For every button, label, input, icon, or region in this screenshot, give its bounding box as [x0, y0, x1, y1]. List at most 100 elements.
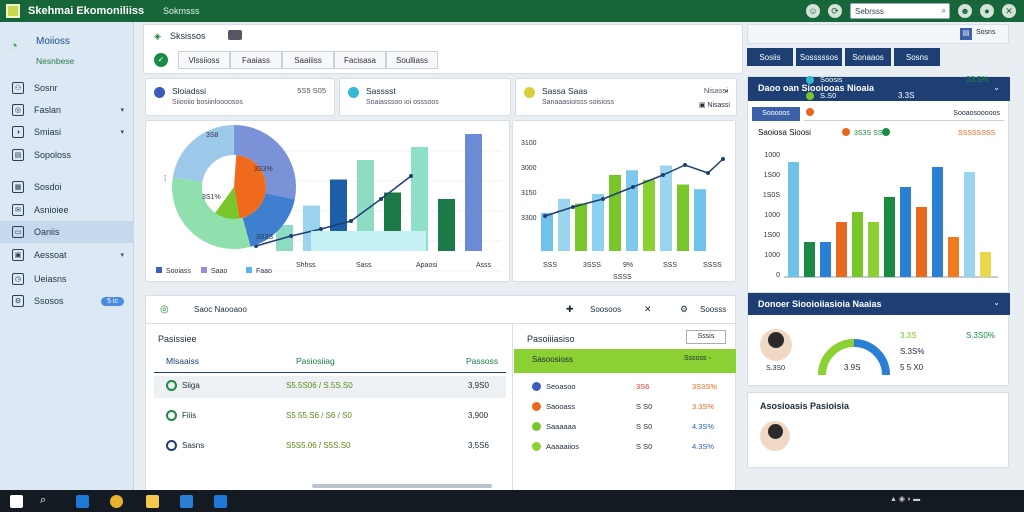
legend-label: Sooiass: [166, 268, 191, 275]
right-tab-3[interactable]: Sosns: [894, 48, 940, 66]
kpi-title: Sasssst: [366, 86, 396, 96]
trend-point: [319, 227, 323, 231]
trend-point: [379, 197, 383, 201]
close-icon[interactable]: ✕: [1002, 4, 1016, 18]
tab-0[interactable]: Vlssiioss: [178, 51, 230, 69]
legend-dot: [532, 402, 541, 411]
tab-4[interactable]: Soulliass: [386, 51, 438, 69]
browser-icon[interactable]: [76, 495, 89, 508]
sidebar-item-3[interactable]: ▤ Sopoloss: [0, 144, 134, 166]
settings-icon: ⚙: [680, 304, 689, 314]
avatar[interactable]: ☺: [806, 4, 820, 18]
search-icon: ⌕: [941, 6, 946, 15]
export-label[interactable]: Sosns: [976, 29, 996, 36]
bar: [948, 237, 959, 277]
search-icon[interactable]: ⌕: [40, 494, 47, 506]
sidebar-item-1[interactable]: ◎ Faslan ▾: [0, 99, 134, 121]
legend-dot: [532, 442, 541, 451]
chrome-icon[interactable]: [110, 495, 123, 508]
sidebar-item-9[interactable]: ⚙ Ssosos 5 ic: [0, 290, 134, 312]
app-titlebar: Skehmai Ekomoniliiss Sokmsss ☺ ⟳ Sebrsss…: [0, 0, 1024, 22]
chevron-down-icon[interactable]: ⌄: [993, 298, 1000, 307]
toggle-icon[interactable]: [228, 30, 242, 40]
folder-icon[interactable]: [146, 495, 159, 508]
search-input[interactable]: Sebrsss ⌕: [850, 3, 950, 19]
legend-dot: [532, 422, 541, 431]
bar: [411, 147, 428, 251]
bar: [852, 212, 863, 277]
trend-point: [706, 171, 710, 175]
bar: [592, 194, 604, 251]
bar: [964, 172, 975, 277]
chevron-down-icon[interactable]: ⌄: [723, 85, 730, 94]
table2-header: [514, 349, 736, 373]
sidebar-item-label: Ueiasns: [34, 274, 67, 284]
scrollbar[interactable]: [312, 484, 492, 488]
kpi-link[interactable]: ▣ Nisassi: [698, 102, 730, 109]
tab-1[interactable]: Faaiass: [230, 51, 282, 69]
notifications-icon[interactable]: ●: [980, 4, 994, 18]
user-icon[interactable]: ☻: [958, 4, 972, 18]
folder-icon: ▣: [12, 249, 24, 261]
sidebar-item-2[interactable]: ◑ Smiasi ▾: [0, 121, 134, 143]
tab-3[interactable]: Facisasa: [334, 51, 386, 69]
sidebar-item-label: Smiasi: [34, 127, 62, 137]
chevron-down-icon[interactable]: ⌄: [993, 83, 1000, 92]
table2-name: Saooass: [546, 402, 576, 411]
row-status-icon: [166, 410, 177, 421]
x-tick-label: SSS: [543, 262, 557, 269]
sidebar-item-4[interactable]: ▦ Sosdoi: [0, 176, 134, 198]
toolbar-action-1[interactable]: Soosoos: [590, 305, 622, 314]
app-icon[interactable]: [180, 495, 193, 508]
refresh-icon[interactable]: ⟳: [828, 4, 842, 18]
row-amount: S5.5S06 / S.5S.S0: [286, 381, 353, 390]
y-tick-label: 3000: [521, 165, 537, 172]
sidebar-item-6[interactable]: ▭ Oaniis: [0, 221, 134, 243]
toolbar-action-2[interactable]: Soosss: [700, 305, 727, 314]
search-placeholder: Sebrsss: [855, 7, 884, 16]
kpi-card-0[interactable]: Sloiadssi Siiooiio bosiinloooosos 5S5 S05: [145, 78, 335, 116]
sidebar-item-8[interactable]: ◷ Ueiasns: [0, 268, 134, 290]
kpi-card-2[interactable]: Sassa Saas Sanaaasioisss soisioss Nisassi ⌄…: [515, 78, 737, 116]
kpi-subtitle: Siiooiio bosiinloooosos: [172, 99, 243, 106]
sidebar-item-label: Aessoat: [34, 250, 67, 260]
kpi-card-1[interactable]: Sasssst Soaiasssoo ioi osssoos: [339, 78, 511, 116]
sidebar-item-5[interactable]: ✉ Asnioiee: [0, 199, 134, 221]
right-top-bar: ▤ Sosns: [747, 24, 1009, 44]
bar: [465, 134, 482, 251]
export-icon[interactable]: ▤: [960, 28, 972, 40]
chart-tab-2[interactable]: Sooaosooooos: [804, 107, 1004, 121]
pie-slice: [215, 187, 240, 219]
top-icon-group: ☺ ⟳ Sebrsss ⌕ ☻ ● ✕: [806, 3, 1016, 19]
settings-icon: ⚙: [12, 295, 24, 307]
main-toolbar: ◈ Sksissos ✓ Vlssiioss Faaiass Saaiiiss Fac…: [143, 24, 743, 74]
close-icon[interactable]: ✕: [644, 304, 652, 314]
bar: [643, 179, 655, 251]
legend-label: Saao: [211, 268, 227, 275]
x-tick-label: Apaosi: [416, 262, 438, 269]
right-tab-1[interactable]: Sosssssos: [796, 48, 842, 66]
right-tab-0[interactable]: Sosiis Soosis 33.5% S.S0 Soiooaioiiio 3.3S: [747, 48, 989, 116]
bar: [660, 165, 672, 251]
perf-label: Soosis: [820, 75, 843, 84]
sidebar: ◔ Moiioss Nesnbese ⚇ Sosnr ◎ Faslan ▾ ◑ Smiasi…: [0, 22, 134, 490]
tab-2[interactable]: Saaiiiss: [282, 51, 334, 69]
add-icon[interactable]: ✚: [566, 304, 574, 314]
chevron-down-icon: ▾: [120, 129, 124, 136]
sidebar-item-0[interactable]: ⚇ Sosnr: [0, 77, 134, 99]
y-tick-label: 3300: [521, 215, 537, 222]
table-row[interactable]: [154, 406, 506, 428]
table2-pct: 3S3S%: [692, 382, 718, 391]
table-row[interactable]: [154, 376, 506, 398]
right-tab-2[interactable]: Sonaaos: [845, 48, 891, 66]
sidebar-item-label: Sosdoi: [34, 182, 62, 192]
start-icon[interactable]: [10, 495, 23, 508]
green-action-icon[interactable]: ✓: [154, 53, 168, 67]
table-row[interactable]: [154, 436, 506, 458]
sidebar-item-7[interactable]: ▣ Aessoat ▾: [0, 244, 134, 266]
main-content: ◈ Sksissos ✓ Vlssiioss Faaiass Saaiiiss Fac…: [143, 24, 743, 492]
chart-tab-1[interactable]: Sooooos: [752, 107, 800, 121]
table2-badge[interactable]: Sssis: [686, 330, 726, 344]
store-icon[interactable]: [214, 495, 227, 508]
y-tick-label: 1S00: [764, 172, 780, 179]
